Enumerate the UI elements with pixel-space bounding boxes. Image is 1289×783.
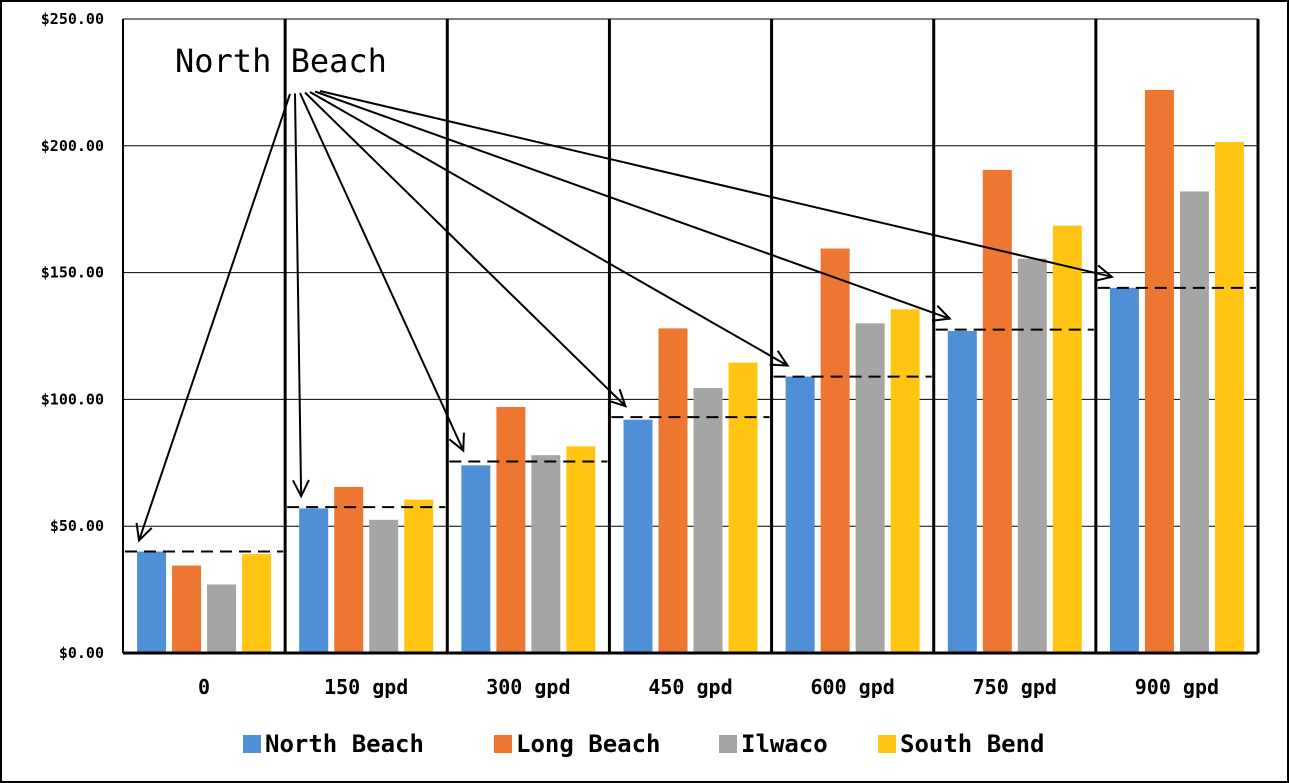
bar xyxy=(658,328,688,653)
bar xyxy=(1052,225,1082,653)
annotation-arrow xyxy=(309,91,790,367)
annotation-arrow xyxy=(319,90,1115,282)
x-axis-labels: 0 150 gpd 300 gpd 450 gpd 600 gpd 750 gpd 900 … xyxy=(198,675,1219,699)
annotation-arrow xyxy=(292,93,310,499)
bar xyxy=(299,508,329,653)
annotation-arrow xyxy=(314,90,952,322)
bar xyxy=(947,330,977,653)
legend-label: North Beach xyxy=(265,730,424,758)
bar xyxy=(820,248,850,653)
y-tick-label: $250.00 xyxy=(41,10,104,28)
x-tick-label: 450 gpd xyxy=(648,675,732,699)
bar xyxy=(623,419,653,653)
legend-swatch xyxy=(494,735,512,753)
bar xyxy=(982,169,1012,653)
y-tick-label: $50.00 xyxy=(50,517,104,535)
bar xyxy=(855,323,885,653)
legend-swatch xyxy=(243,735,261,753)
bar xyxy=(334,486,364,653)
bars xyxy=(137,90,1244,654)
bar xyxy=(1179,191,1209,653)
annotation-arrow xyxy=(304,91,628,408)
bar xyxy=(531,455,561,653)
legend: North Beach Long Beach Ilwaco South Bend xyxy=(243,730,1045,758)
bar xyxy=(566,446,596,653)
category-dividers xyxy=(283,19,1260,653)
annotation-arrow xyxy=(135,93,291,543)
y-tick-label: $0.00 xyxy=(59,644,104,662)
y-tick-label: $200.00 xyxy=(41,137,104,155)
bar xyxy=(461,465,491,653)
bar xyxy=(890,309,920,653)
x-tick-label: 600 gpd xyxy=(810,675,894,699)
y-tick-label: $100.00 xyxy=(41,390,104,408)
bar xyxy=(693,387,723,653)
bar xyxy=(172,565,202,653)
y-tick-label: $150.00 xyxy=(41,264,104,282)
reference-lines xyxy=(125,286,1256,553)
bar xyxy=(369,519,399,653)
axes xyxy=(122,19,1258,655)
legend-swatch xyxy=(878,735,896,753)
legend-label: Ilwaco xyxy=(741,730,828,758)
bar xyxy=(785,376,815,653)
bar xyxy=(207,584,237,653)
bar xyxy=(1109,287,1139,653)
x-tick-label: 150 gpd xyxy=(324,675,408,699)
legend-label: South Bend xyxy=(900,730,1045,758)
bar xyxy=(404,499,434,653)
bar xyxy=(242,554,272,653)
x-tick-label: 750 gpd xyxy=(973,675,1057,699)
bar xyxy=(1214,141,1244,653)
x-tick-label: 0 xyxy=(198,675,210,699)
annotation-label: North Beach xyxy=(175,42,387,80)
x-tick-label: 900 gpd xyxy=(1135,675,1219,699)
bar xyxy=(137,551,167,653)
bar xyxy=(728,362,758,653)
bar xyxy=(1017,258,1047,653)
y-axis-ticks: $0.00 $50.00 $100.00 $150.00 $200.00 $250.00 xyxy=(41,10,104,662)
x-tick-label: 300 gpd xyxy=(486,675,570,699)
bar xyxy=(496,407,526,653)
gridlines xyxy=(123,18,1258,527)
bar xyxy=(1144,90,1174,654)
annotation-arrows xyxy=(135,90,1115,543)
annotation-arrow xyxy=(299,92,465,453)
legend-label: Long Beach xyxy=(516,730,661,758)
legend-swatch xyxy=(719,735,737,753)
